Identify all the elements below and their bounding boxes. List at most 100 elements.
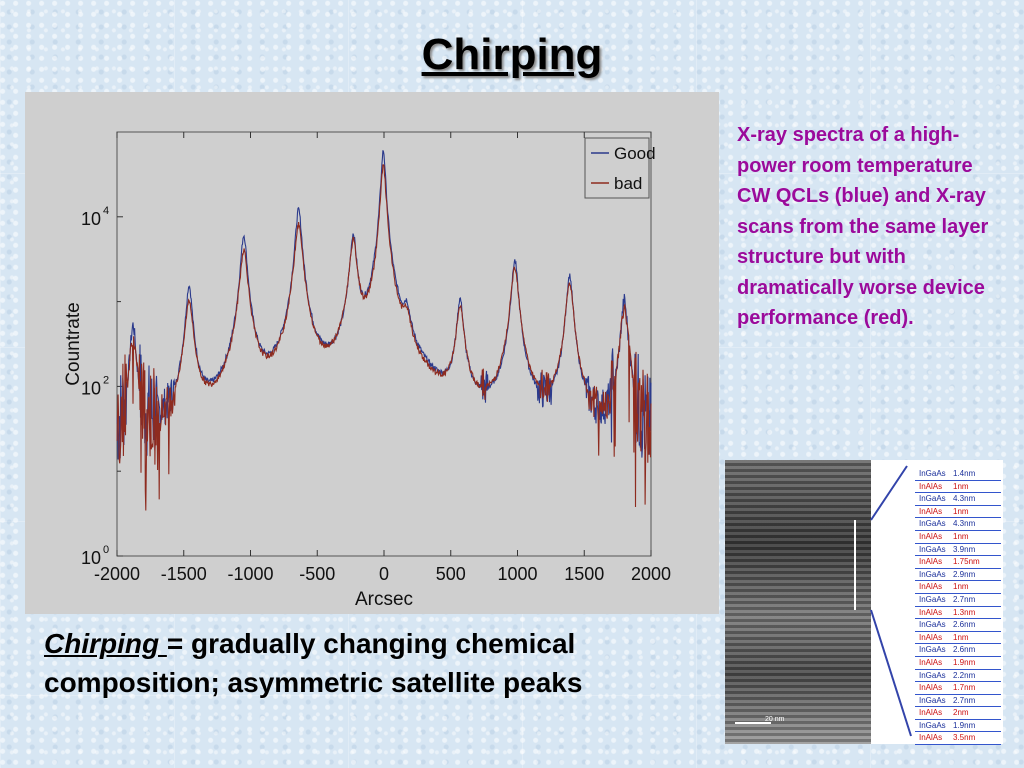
layer-row: InGaAs 2.7nm <box>915 695 1001 708</box>
layer-material: InGaAs <box>919 670 946 680</box>
plot-area <box>116 131 652 557</box>
layer-thickness: 1.3nm <box>953 607 976 617</box>
x-tick-label: -2000 <box>94 564 140 584</box>
tem-scale-bar <box>735 722 771 724</box>
layer-row: InAlAs 1.9nm <box>915 657 1001 670</box>
x-tick-label: -1500 <box>161 564 207 584</box>
layer-material: InGaAs <box>919 544 946 554</box>
layer-material: InAlAs <box>919 683 943 693</box>
layer-thickness: 1nm <box>953 481 969 491</box>
layer-row: InGaAs 2.6nm <box>915 619 1001 632</box>
layer-material: InGaAs <box>919 469 946 478</box>
y-tick-exponent: 4 <box>103 205 109 217</box>
layer-row: InAlAs 1nm <box>915 531 1001 544</box>
tem-figure: 20 nm InGaAs 1.4nm InAlAs 1nm InGaAs 4.3nm InA… <box>725 460 1003 746</box>
layer-row: InGaAs 1.4nm <box>915 468 1001 481</box>
layer-material: InAlAs <box>919 506 943 516</box>
layer-thickness: 2.9nm <box>953 569 976 579</box>
layer-row: InAlAs 1nm <box>915 632 1001 645</box>
layer-row: InAlAs 1nm <box>915 506 1001 519</box>
layer-thickness: 1.4nm <box>953 469 976 478</box>
layer-thickness: 1.9nm <box>953 720 976 730</box>
tem-image: 20 nm <box>725 460 871 744</box>
series-layer <box>116 150 652 511</box>
layer-material: InGaAs <box>919 620 946 630</box>
layer-thickness: 1.75nm <box>953 557 980 567</box>
layer-thickness: 3.5nm <box>953 733 976 743</box>
layer-row: InGaAs 2.9nm <box>915 569 1001 582</box>
layer-material: InAlAs <box>919 607 943 617</box>
layer-row: InGaAs 4.3nm <box>915 518 1001 531</box>
layer-thickness: 2.7nm <box>953 594 976 604</box>
layer-thickness: 2.7nm <box>953 695 976 705</box>
layer-row: InGaAs 4.3nm <box>915 493 1001 506</box>
layer-row: InAlAs 1nm <box>915 581 1001 594</box>
layer-thickness: 3.9nm <box>953 544 976 554</box>
spectra-caption: X-ray spectra of a high-power room tempe… <box>737 124 989 329</box>
x-tick-label: 1500 <box>564 564 604 584</box>
layer-row: InGaAs 2.6nm <box>915 644 1001 657</box>
layer-thickness: 1nm <box>953 531 969 541</box>
layer-material: InGaAs <box>919 519 946 529</box>
definition-text: = gradually changing chemical compositio… <box>44 628 583 698</box>
slide-title: Chirping <box>421 30 603 79</box>
layer-material: InAlAs <box>919 582 943 592</box>
tem-arrow <box>854 520 856 610</box>
layer-material: InAlAs <box>919 632 943 642</box>
layer-row: InGaAs 2.2nm <box>915 670 1001 683</box>
y-axis-label: Countrate <box>63 302 84 385</box>
layer-row: InGaAs 1.9nm <box>915 720 1001 733</box>
layer-material: InAlAs <box>919 657 943 667</box>
layer-row: InAlAs 1.7nm <box>915 682 1001 695</box>
x-tick-label: 0 <box>379 564 389 584</box>
layer-thickness: 1nm <box>953 632 969 642</box>
layer-material: InGaAs <box>919 494 946 504</box>
legend-label-good: Good <box>614 144 656 163</box>
layer-material: InAlAs <box>919 557 943 567</box>
legend-label-bad: bad <box>614 174 642 193</box>
y-tick-exponent: 2 <box>103 374 109 386</box>
tem-connector-lines <box>870 465 912 737</box>
layer-row: InAlAs 1.3nm <box>915 607 1001 620</box>
y-tick-exponent: 0 <box>103 544 109 556</box>
definition-term: Chirping <box>44 628 167 659</box>
layer-thickness: 2.6nm <box>953 645 976 655</box>
y-tick-label: 10 <box>81 378 101 398</box>
layer-material: InGaAs <box>919 645 946 655</box>
layer-material: InAlAs <box>919 481 943 491</box>
xray-spectrum-chart: -2000 -1500 -1000 -500 0 500 1000 1500 2000 10 01… <box>63 131 671 610</box>
chirping-definition: Chirping = gradually changing chemical c… <box>44 624 664 702</box>
layer-row: InAlAs 1nm <box>915 481 1001 494</box>
layer-row: InAlAs 1.75nm <box>915 556 1001 569</box>
series-line-bad <box>116 164 652 511</box>
layer-material: InGaAs <box>919 695 946 705</box>
xray-chart-panel: -2000 -1500 -1000 -500 0 500 1000 1500 2000 10 0 1… <box>25 92 719 614</box>
y-tick-label: 10 <box>81 209 101 229</box>
layer-material: InGaAs <box>919 569 946 579</box>
layer-thickness: 4.3nm <box>953 494 976 504</box>
legend: Good bad <box>584 137 656 199</box>
axis-ticks <box>116 132 652 557</box>
layer-thickness: 2.6nm <box>953 620 976 630</box>
x-tick-label: -500 <box>299 564 335 584</box>
x-tick-label: 2000 <box>631 564 671 584</box>
layer-material: InAlAs <box>919 708 943 718</box>
x-tick-labels: -2000 -1500 -1000 -500 0 500 1000 1500 2000 <box>94 564 671 584</box>
layer-thickness: 1.9nm <box>953 657 976 667</box>
y-tick-label: 10 <box>81 548 101 568</box>
layer-material: InAlAs <box>919 531 943 541</box>
layer-material: InGaAs <box>919 720 946 730</box>
layer-material: InAlAs <box>919 733 943 743</box>
x-tick-label: -1000 <box>227 564 273 584</box>
tem-scale-label: 20 nm <box>765 716 785 723</box>
x-tick-label: 1000 <box>497 564 537 584</box>
layer-thickness: 1nm <box>953 506 969 516</box>
layer-material: InGaAs <box>919 594 946 604</box>
layer-row: InGaAs 2.7nm <box>915 594 1001 607</box>
layer-thickness: 2nm <box>953 708 969 718</box>
layer-table: InGaAs 1.4nm InAlAs 1nm InGaAs 4.3nm InAlAs 1nm… <box>915 468 1001 746</box>
x-tick-label: 500 <box>436 564 466 584</box>
layer-row: InGaAs 3.9nm <box>915 544 1001 557</box>
layer-thickness: 4.3nm <box>953 519 976 529</box>
